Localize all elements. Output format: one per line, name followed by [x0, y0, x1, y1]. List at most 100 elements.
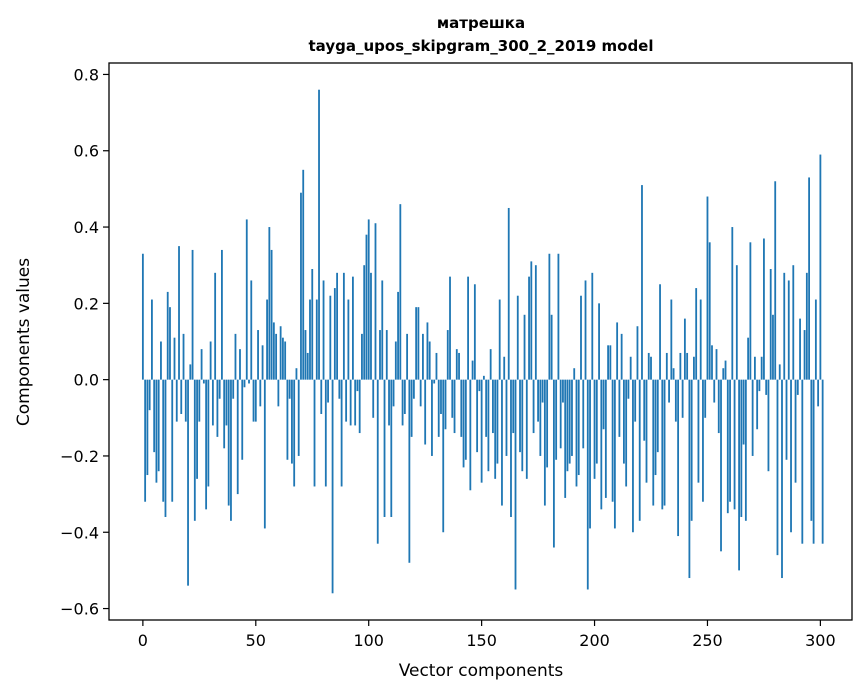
bar [399, 204, 402, 380]
bar [259, 379, 262, 407]
bar [313, 379, 316, 487]
bar [805, 272, 808, 380]
bar [783, 272, 786, 380]
bar [753, 356, 756, 380]
bar [221, 249, 223, 380]
bar [503, 356, 506, 380]
bar [584, 280, 587, 380]
bar [232, 379, 235, 399]
bar [435, 352, 438, 380]
bar [492, 379, 494, 434]
bar [501, 379, 503, 506]
bar [268, 227, 271, 380]
bar [575, 379, 578, 487]
bar [415, 307, 418, 380]
bar [164, 379, 167, 517]
bar [291, 379, 293, 464]
bar [279, 326, 282, 380]
bar [519, 379, 521, 453]
bar [772, 314, 774, 380]
bar [525, 379, 528, 479]
bar [293, 379, 296, 487]
bar [248, 379, 250, 384]
bar [548, 253, 551, 380]
bar [169, 307, 171, 380]
bar [659, 284, 661, 380]
bar [530, 261, 533, 380]
bar [196, 379, 198, 479]
bar [243, 379, 246, 388]
bar [354, 379, 357, 426]
y-axis-ticks: −0.6 −0.4 −0.2 0.0 0.2 0.4 0.6 0.8 [60, 65, 109, 619]
bar [288, 379, 291, 399]
bar [230, 379, 232, 521]
y-axis-label: Components values [14, 258, 34, 426]
bar [487, 379, 490, 472]
bar [372, 379, 375, 418]
bar [801, 379, 804, 544]
bar [537, 379, 539, 422]
bar [277, 379, 280, 407]
bar [523, 314, 526, 380]
bar [814, 299, 817, 380]
bar [309, 299, 311, 380]
bar [419, 379, 422, 407]
bar [153, 379, 156, 453]
bar [726, 379, 729, 514]
bar [593, 379, 596, 479]
bar [245, 219, 248, 380]
bar [571, 379, 573, 456]
bar [144, 379, 147, 502]
bar [239, 349, 241, 380]
bar [252, 379, 255, 422]
bar [534, 265, 537, 380]
bar [342, 272, 345, 380]
bar [627, 379, 630, 399]
bar [266, 299, 268, 380]
bar [370, 272, 372, 380]
bar [722, 368, 725, 380]
bar [275, 333, 278, 380]
bar [654, 379, 657, 476]
bar [715, 349, 718, 380]
bar [234, 333, 237, 380]
bar [808, 177, 810, 380]
bar [781, 379, 783, 579]
bar [742, 379, 745, 445]
bar [674, 379, 677, 422]
bar [464, 379, 467, 460]
bar [713, 379, 716, 403]
bar [580, 295, 582, 380]
bar [257, 330, 259, 380]
x-axis-ticks: 0 50 100 150 200 250 300 [138, 620, 836, 650]
bar [318, 89, 320, 380]
y-tick-label: 0.2 [74, 294, 99, 313]
bar [178, 246, 180, 380]
y-tick-label: −0.6 [60, 600, 99, 619]
bar [543, 379, 546, 506]
bar [765, 379, 768, 395]
chart-title-line-2: tayga_upos_skipgram_300_2_2019 model [309, 37, 654, 55]
bar [189, 364, 192, 380]
bar [171, 379, 174, 502]
bar [236, 379, 239, 495]
bar [632, 379, 634, 533]
bar [679, 352, 682, 380]
bar [182, 333, 185, 380]
bar [422, 333, 424, 380]
bar [546, 379, 549, 468]
bar [555, 379, 558, 460]
bar [358, 379, 361, 434]
bar [211, 379, 214, 426]
bar [552, 379, 555, 548]
bar [270, 249, 273, 380]
bar [787, 280, 790, 380]
bar [810, 379, 813, 521]
bar [191, 249, 194, 380]
bar [428, 341, 431, 380]
x-tick-label: 100 [353, 631, 384, 650]
bar [485, 379, 488, 437]
bar [747, 337, 750, 380]
bar [817, 379, 820, 407]
bar [724, 360, 727, 380]
